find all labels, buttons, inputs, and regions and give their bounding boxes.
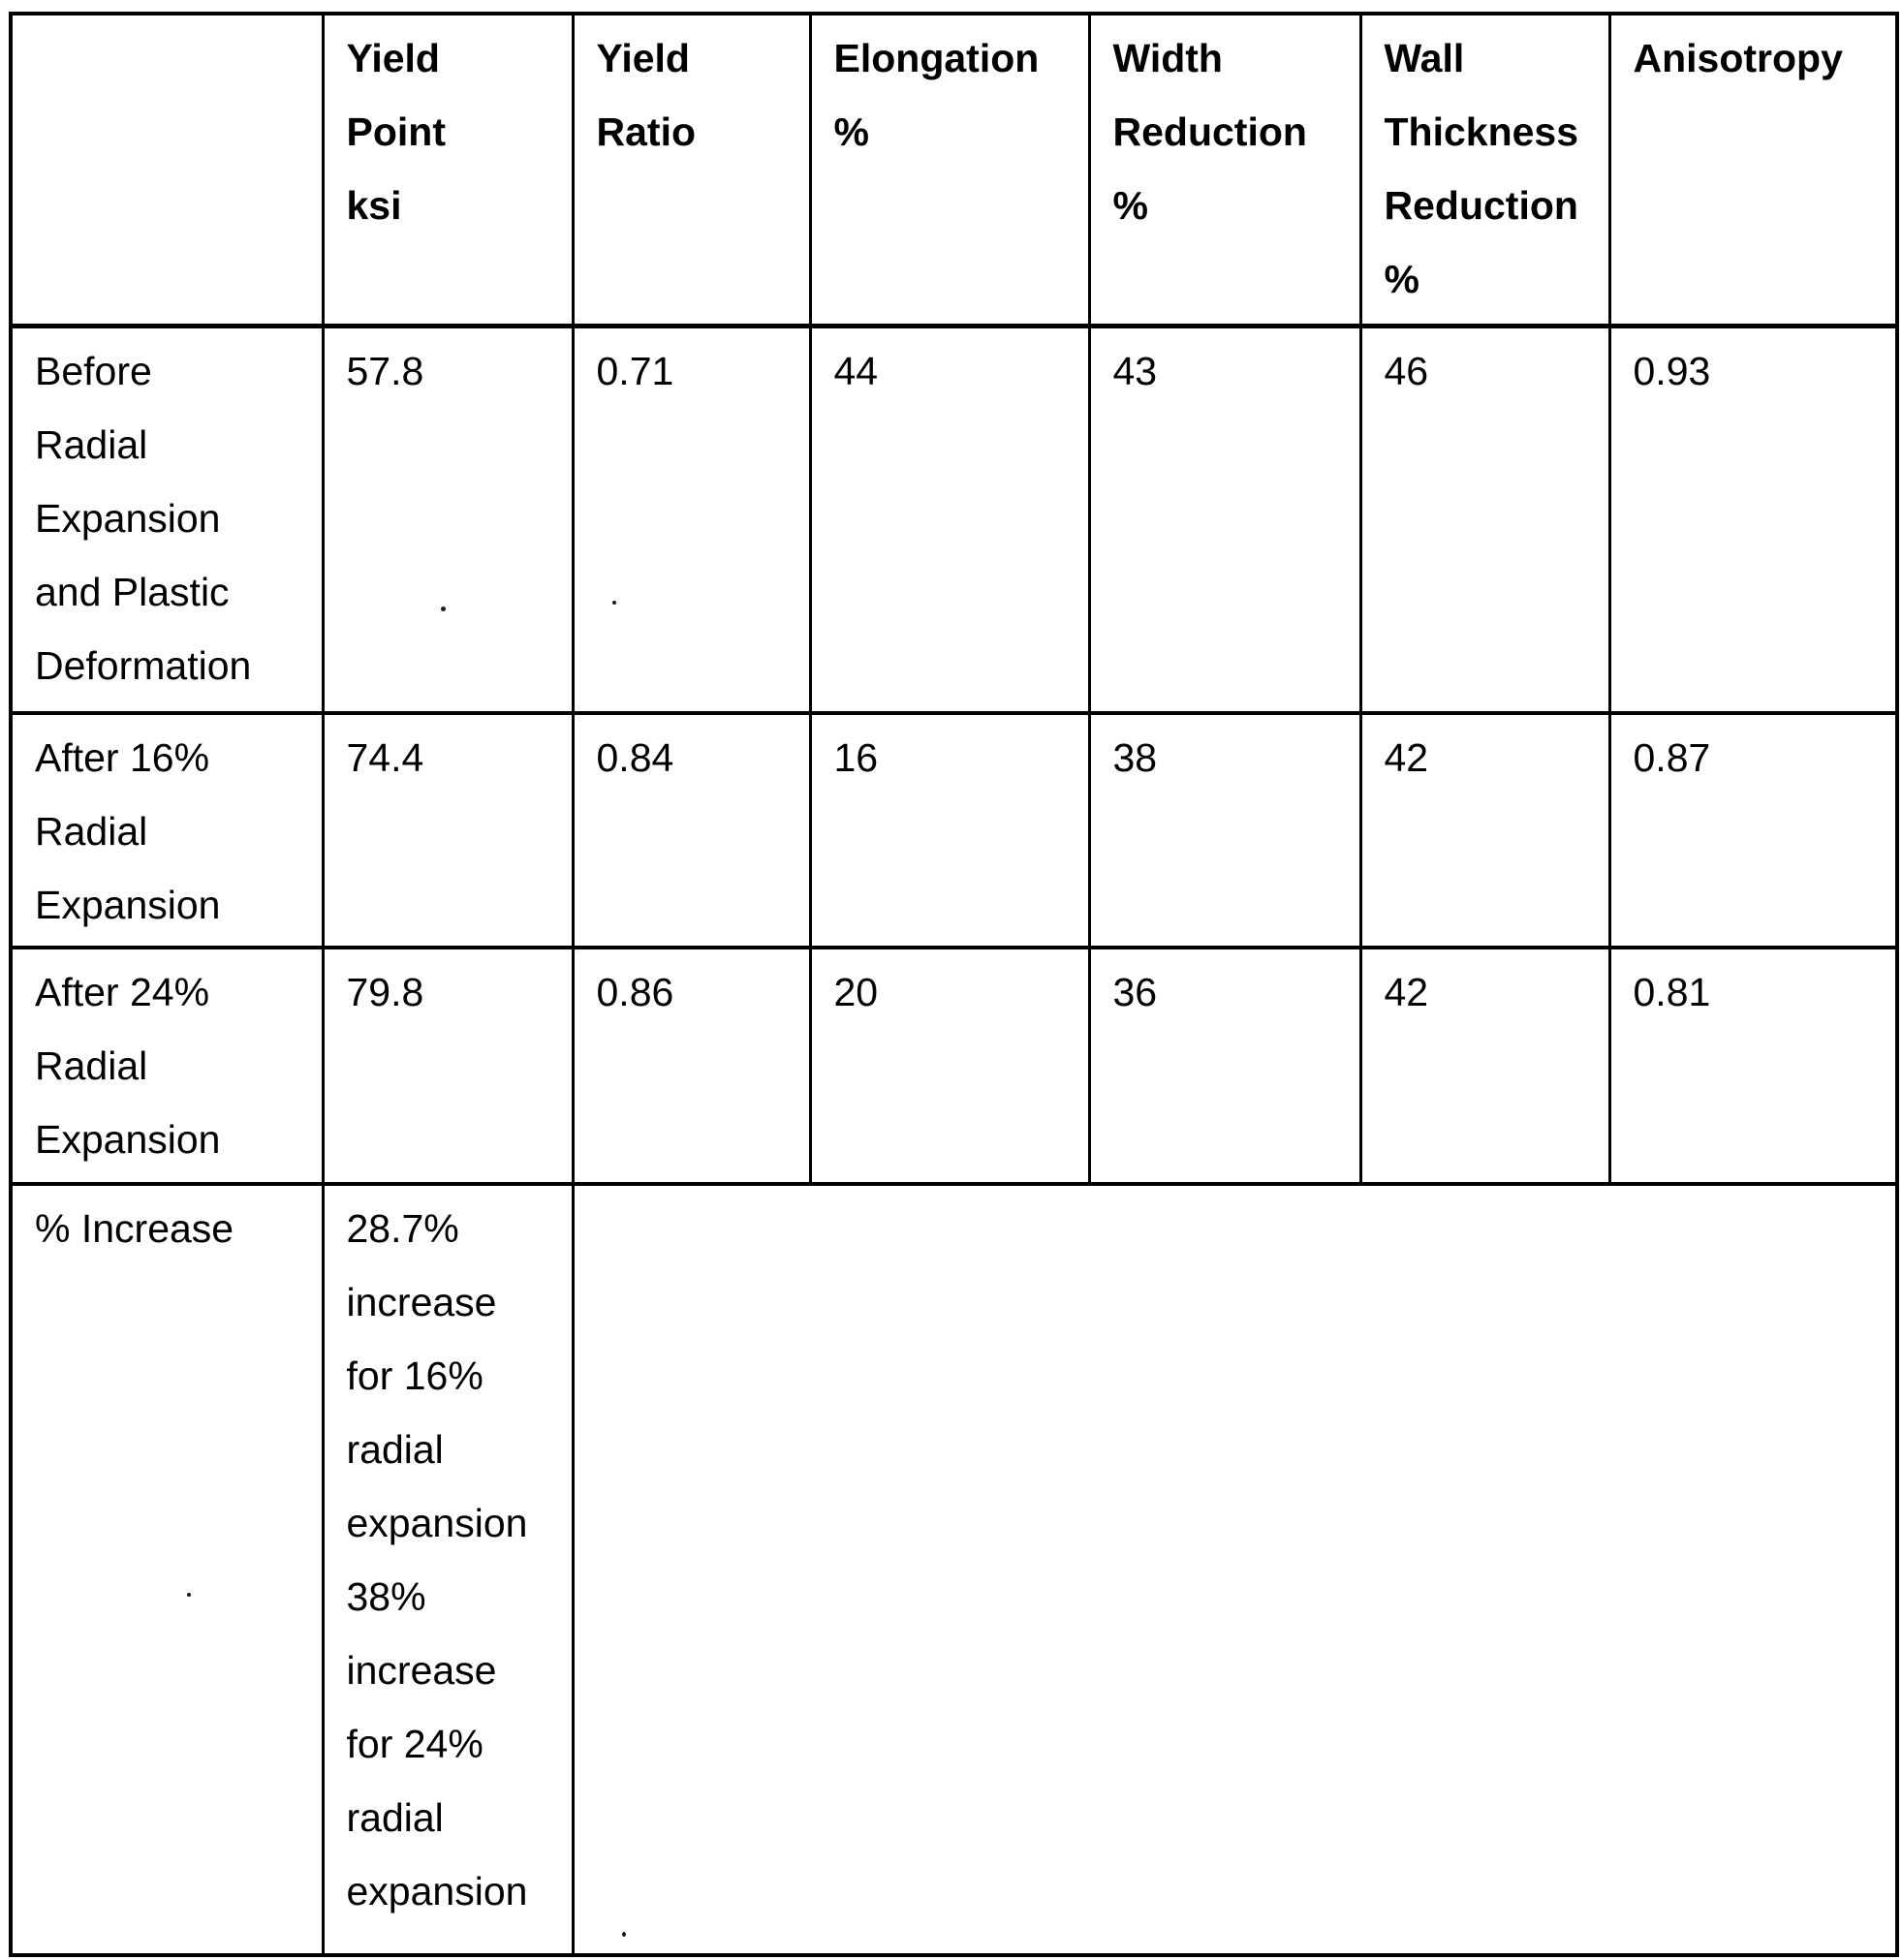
corner-blank-cell (9, 12, 325, 328)
cell-after16-width-reduction: 38 (1087, 711, 1362, 949)
row-after-24-expansion: After 24% Radial Expansion 79.8 0.86 20 … (9, 946, 1899, 1186)
row-before-expansion: Before Radial Expansion and Plastic Defo… (9, 323, 1899, 715)
scan-artifact-dot (441, 607, 446, 611)
cell-after24-wall-thickness-reduction: 42 (1358, 946, 1611, 1186)
row-label-after-16-expansion: After 16% Radial Expansion (9, 711, 325, 949)
col-header-yield-ratio: Yield Ratio (571, 12, 812, 328)
cell-after24-yield-ratio: 0.86 (571, 946, 812, 1186)
cell-after24-anisotropy: 0.81 (1607, 946, 1899, 1186)
row-after-16-expansion: After 16% Radial Expansion 74.4 0.84 16 … (9, 711, 1899, 949)
cell-before-yield-ratio: 0.71 (571, 323, 812, 715)
scan-artifact-dot (612, 601, 616, 605)
cell-before-yield-point: 57.8 (321, 323, 575, 715)
cell-after16-yield-ratio: 0.84 (571, 711, 812, 949)
scan-artifact-dot (187, 1593, 191, 1597)
col-header-yield-point: Yield Point ksi (321, 12, 575, 328)
cell-after24-yield-point: 79.8 (321, 946, 575, 1186)
scan-artifact-dot (622, 1932, 626, 1937)
cell-percent-increase-summary: 28.7% increase for 16% radial expansion … (321, 1182, 575, 1957)
cell-after16-anisotropy: 0.87 (1607, 711, 1899, 949)
cell-after16-wall-thickness-reduction: 42 (1358, 711, 1611, 949)
col-header-elongation: Elongation % (808, 12, 1091, 328)
row-label-before-expansion: Before Radial Expansion and Plastic Defo… (9, 323, 325, 715)
cell-before-elongation: 44 (808, 323, 1091, 715)
material-properties-table: Yield Point ksi Yield Ratio Elongation %… (9, 12, 1899, 1957)
cell-before-wall-thickness-reduction: 46 (1358, 323, 1611, 715)
row-label-after-24-expansion: After 24% Radial Expansion (9, 946, 325, 1186)
header-row: Yield Point ksi Yield Ratio Elongation %… (9, 12, 1899, 328)
col-header-anisotropy: Anisotropy (1607, 12, 1899, 328)
col-header-wall-thickness-reduction: Wall Thickness Reduction % (1358, 12, 1611, 328)
cell-after24-elongation: 20 (808, 946, 1091, 1186)
row-label-percent-increase: % Increase (9, 1182, 325, 1957)
cell-after24-width-reduction: 36 (1087, 946, 1362, 1186)
merged-empty-cell (571, 1182, 1899, 1957)
cell-before-anisotropy: 0.93 (1607, 323, 1899, 715)
cell-after16-elongation: 16 (808, 711, 1091, 949)
cell-after16-yield-point: 74.4 (321, 711, 575, 949)
cell-before-width-reduction: 43 (1087, 323, 1362, 715)
row-percent-increase: % Increase 28.7% increase for 16% radial… (9, 1182, 1899, 1957)
col-header-width-reduction: Width Reduction % (1087, 12, 1362, 328)
